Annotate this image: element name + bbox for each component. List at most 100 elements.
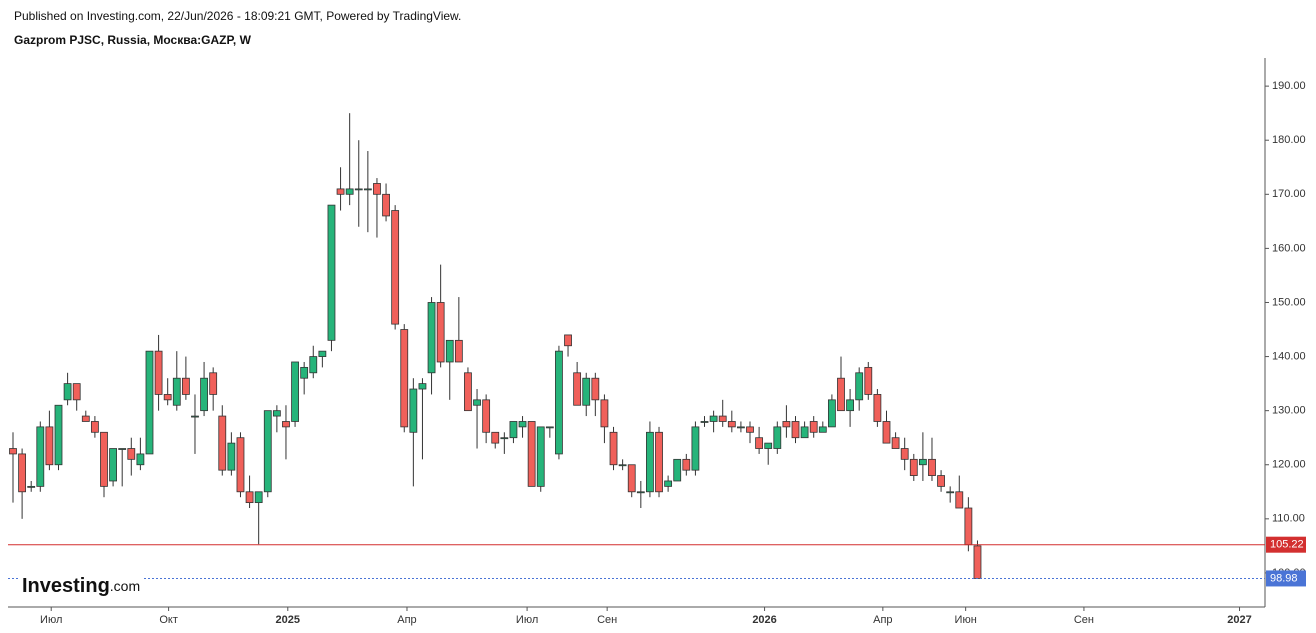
candle-body <box>109 448 117 482</box>
candle-body <box>63 383 72 401</box>
candle-body <box>100 431 108 487</box>
candle-body <box>855 372 864 401</box>
candle-body <box>609 431 618 466</box>
y-tick-label: 170.00 <box>1272 188 1306 200</box>
candle-body <box>81 415 90 422</box>
candle-body <box>600 399 609 428</box>
x-tick-label: Окт <box>159 614 178 626</box>
candle-body <box>555 350 563 455</box>
candle-body <box>454 339 463 363</box>
candle-body <box>527 421 536 487</box>
candle-body <box>746 426 754 433</box>
x-tick-label: Июн <box>955 614 977 626</box>
price-label: 105.22 <box>1270 539 1304 551</box>
candle-body <box>382 193 390 217</box>
candle-body <box>318 350 327 357</box>
candle-body <box>955 491 964 509</box>
candle-body <box>272 410 281 417</box>
candle-body <box>837 377 845 412</box>
candle-body <box>673 458 682 482</box>
x-tick-label: Апр <box>873 614 892 626</box>
candle-body <box>427 302 436 374</box>
candle-body <box>682 458 691 471</box>
candle-body <box>818 426 827 433</box>
candle-body <box>664 480 673 487</box>
candle-body <box>291 361 299 422</box>
x-tick-label: 2026 <box>752 614 776 626</box>
candle-body <box>700 421 709 423</box>
candle-body <box>300 366 309 379</box>
candle-body <box>309 356 318 374</box>
logo-bg <box>20 575 144 599</box>
candle-body <box>436 302 445 363</box>
candle-body <box>263 410 272 493</box>
x-tick-label: 2025 <box>276 614 300 626</box>
candle-body <box>191 415 199 418</box>
candle-body <box>691 426 700 471</box>
y-tick-label: 110.00 <box>1272 513 1305 525</box>
candle-body <box>354 188 363 191</box>
candle-body <box>90 421 99 433</box>
x-tick-label: Сен <box>597 614 617 626</box>
candle-body <box>846 399 854 412</box>
candle-body <box>900 448 909 460</box>
candle-body <box>373 183 381 195</box>
candle-body <box>618 464 627 467</box>
candle-body <box>400 329 409 428</box>
candle-body <box>18 453 27 493</box>
candle-body <box>918 458 927 466</box>
candle-body <box>218 415 227 471</box>
candle-body <box>964 507 973 546</box>
candle-body <box>245 491 254 504</box>
candle-body <box>809 421 818 433</box>
candle-body <box>755 437 764 449</box>
candle-body <box>464 372 472 412</box>
candle-body <box>500 437 509 440</box>
candle-body <box>582 377 591 406</box>
candle-body <box>445 339 454 363</box>
candle-body <box>118 448 127 450</box>
x-tick-label: Апр <box>397 614 416 626</box>
candle-body <box>345 188 354 195</box>
candle-body <box>418 383 427 390</box>
candle-body <box>655 431 663 493</box>
y-tick-label: 160.00 <box>1272 242 1306 254</box>
candle-body <box>473 399 481 406</box>
y-tick-label: 190.00 <box>1272 80 1306 92</box>
candle-body <box>236 437 245 493</box>
candle-body <box>536 426 545 487</box>
candle-body <box>409 388 418 433</box>
x-tick-label: Сен <box>1074 614 1094 626</box>
candle-body <box>709 415 718 422</box>
x-tick-label: Июл <box>40 614 62 626</box>
candle-body <box>482 399 491 433</box>
candle-body <box>973 545 982 579</box>
candle-body <box>227 442 236 471</box>
candle-body <box>336 188 345 195</box>
candle-body <box>172 377 181 406</box>
candle-body <box>591 377 600 401</box>
candle-body <box>636 491 645 494</box>
candle-body <box>737 426 745 429</box>
candle-body <box>518 421 527 428</box>
candle-body <box>909 458 918 476</box>
candle-body <box>727 421 736 428</box>
candle-body <box>627 464 636 493</box>
candle-body <box>773 426 782 449</box>
candle-body <box>327 204 336 341</box>
candle-body <box>882 421 891 444</box>
candle-body <box>718 415 727 422</box>
candle-body <box>154 350 163 395</box>
price-label-bg <box>1266 536 1306 553</box>
candle-body <box>200 377 208 412</box>
candle-body <box>800 426 809 439</box>
candle-body <box>891 437 900 449</box>
logo-suffix: .com <box>110 578 140 594</box>
candle-body <box>209 372 218 395</box>
y-tick-label: 180.00 <box>1272 134 1306 146</box>
candle-body <box>282 421 290 428</box>
candle-body <box>928 458 936 476</box>
candle-body <box>45 426 54 466</box>
price-label: 98.98 <box>1270 572 1298 584</box>
